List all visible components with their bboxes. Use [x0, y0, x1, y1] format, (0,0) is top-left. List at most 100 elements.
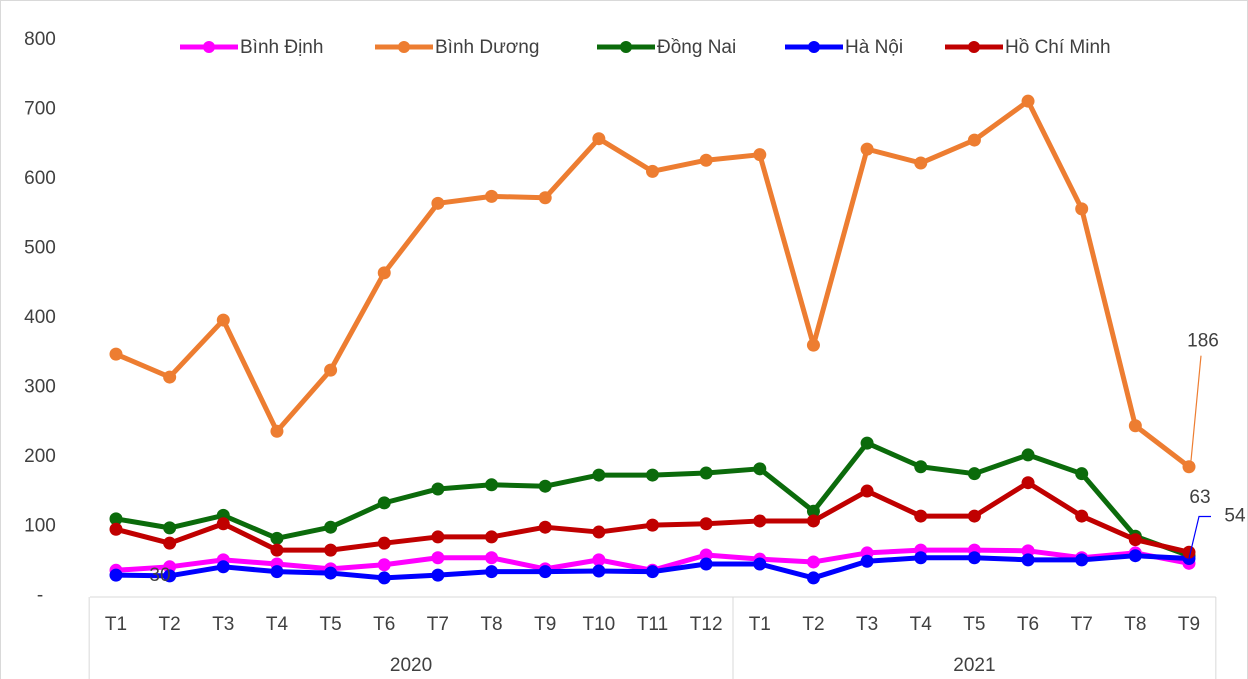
- data-point: [1075, 509, 1089, 523]
- data-point: [1021, 94, 1035, 108]
- data-point: [914, 551, 928, 565]
- data-point: [538, 479, 552, 493]
- data-point: [377, 536, 391, 550]
- data-point: [538, 565, 552, 579]
- data-point: [270, 565, 284, 579]
- data-point: [914, 460, 928, 474]
- x-tick-label: T7: [1071, 614, 1093, 635]
- data-point: [270, 543, 284, 557]
- data-point: [914, 509, 928, 523]
- x-tick-label: T3: [856, 614, 878, 635]
- x-tick-label: T6: [373, 614, 395, 635]
- legend-marker: [398, 41, 410, 53]
- data-point: [967, 551, 981, 565]
- x-tick-label: T4: [910, 614, 933, 635]
- data-point: [753, 462, 767, 476]
- data-point: [860, 142, 874, 156]
- data-point: [431, 551, 445, 565]
- data-point: [216, 313, 230, 327]
- data-point: [377, 558, 391, 572]
- data-point: [646, 164, 659, 178]
- data-point: [646, 565, 659, 579]
- series-line: [115, 98, 1191, 469]
- data-point: [592, 564, 606, 578]
- data-point: [538, 191, 552, 205]
- y-tick-label: -: [37, 585, 43, 606]
- data-point: [592, 525, 606, 539]
- data-point: [1128, 419, 1142, 433]
- legend-marker: [968, 41, 980, 53]
- data-point: [109, 522, 123, 536]
- data-point: [109, 347, 123, 361]
- data-point: [1075, 553, 1089, 567]
- data-point: [914, 156, 928, 170]
- legend-label: Bình Dương: [435, 37, 539, 58]
- x-tick-label: T3: [212, 614, 234, 635]
- x-tick-label: T7: [427, 614, 449, 635]
- data-point: [967, 467, 981, 481]
- data-point: [163, 521, 177, 535]
- x-tick-label: T12: [690, 614, 723, 635]
- y-tick-label: 500: [24, 238, 56, 259]
- data-label: 63: [1189, 487, 1210, 508]
- data-point: [431, 568, 445, 582]
- x-tick-label: T6: [1017, 614, 1039, 635]
- data-point: [324, 363, 338, 377]
- data-point: [431, 196, 445, 210]
- y-tick-label: 300: [24, 377, 56, 398]
- data-point: [1075, 202, 1089, 216]
- data-point: [1021, 544, 1035, 558]
- data-point: [753, 514, 767, 528]
- data-point: [109, 512, 123, 526]
- data-point: [806, 338, 820, 352]
- legend-marker: [203, 41, 215, 53]
- data-point: [377, 571, 391, 585]
- legend-label: Hà Nội: [845, 37, 903, 58]
- y-tick-label: 100: [24, 516, 56, 537]
- data-point: [485, 565, 499, 579]
- legend-label: Hồ Chí Minh: [1005, 37, 1111, 58]
- data-point: [324, 543, 338, 557]
- data-point: [216, 560, 230, 574]
- data-point: [324, 520, 338, 534]
- data-point: [538, 520, 552, 534]
- x-tick-label: T1: [749, 614, 771, 635]
- data-point: [163, 560, 177, 574]
- data-point: [377, 496, 391, 510]
- data-point: [592, 553, 606, 567]
- data-point: [699, 557, 713, 571]
- data-point: [699, 517, 713, 531]
- data-point: [270, 531, 284, 545]
- data-point: [216, 517, 230, 531]
- group-label: 2021: [953, 655, 995, 676]
- label-leader: [1188, 515, 1211, 559]
- legend-label: Đồng Nai: [657, 37, 736, 58]
- data-label: 54: [1224, 505, 1246, 526]
- x-tick-label: T2: [159, 614, 181, 635]
- label-leader: [1190, 355, 1202, 461]
- x-tick-label: T9: [1178, 614, 1200, 635]
- data-point: [646, 518, 659, 532]
- y-tick-label: 400: [24, 307, 56, 328]
- data-point: [1182, 460, 1196, 474]
- y-tick-label: 200: [24, 446, 56, 467]
- data-point: [753, 148, 767, 162]
- legend-label: Bình Định: [240, 37, 323, 58]
- data-point: [699, 466, 713, 480]
- data-point: [163, 370, 177, 384]
- x-tick-label: T8: [480, 614, 502, 635]
- data-point: [163, 536, 177, 550]
- data-point: [431, 482, 445, 496]
- data-point: [860, 554, 874, 568]
- x-tick-label: T1: [105, 614, 127, 635]
- y-tick-label: 600: [24, 168, 56, 189]
- data-point: [485, 551, 499, 565]
- y-tick-label: 700: [24, 99, 56, 120]
- data-point: [163, 569, 177, 583]
- data-point: [109, 568, 123, 582]
- data-point: [324, 566, 338, 580]
- group-label: 2020: [390, 655, 432, 676]
- data-point: [806, 571, 820, 585]
- data-point: [485, 530, 499, 544]
